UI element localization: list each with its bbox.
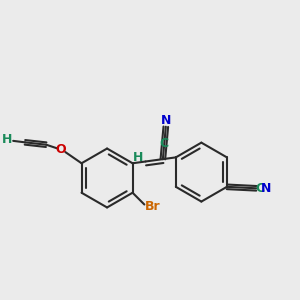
Text: H: H (2, 134, 13, 146)
Text: C: C (160, 137, 169, 150)
Text: O: O (56, 142, 66, 156)
Text: Br: Br (145, 200, 161, 213)
Text: N: N (261, 182, 271, 195)
Text: H: H (133, 151, 143, 164)
Text: C: C (255, 182, 265, 195)
Text: N: N (161, 114, 172, 127)
